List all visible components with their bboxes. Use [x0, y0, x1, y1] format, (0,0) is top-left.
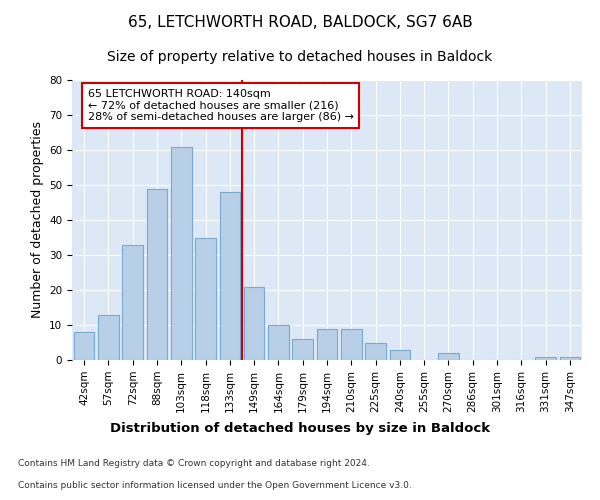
- Text: Distribution of detached houses by size in Baldock: Distribution of detached houses by size …: [110, 422, 490, 435]
- Bar: [195, 238, 216, 360]
- Text: Size of property relative to detached houses in Baldock: Size of property relative to detached ho…: [107, 50, 493, 64]
- Text: 65 LETCHWORTH ROAD: 140sqm
← 72% of detached houses are smaller (216)
28% of sem: 65 LETCHWORTH ROAD: 140sqm ← 72% of deta…: [88, 89, 354, 122]
- Text: Contains public sector information licensed under the Open Government Licence v3: Contains public sector information licen…: [18, 481, 412, 490]
- Bar: [365, 342, 386, 360]
- Bar: [535, 356, 556, 360]
- Text: Contains HM Land Registry data © Crown copyright and database right 2024.: Contains HM Land Registry data © Crown c…: [18, 458, 370, 468]
- Bar: [317, 328, 337, 360]
- Y-axis label: Number of detached properties: Number of detached properties: [31, 122, 44, 318]
- Text: 65, LETCHWORTH ROAD, BALDOCK, SG7 6AB: 65, LETCHWORTH ROAD, BALDOCK, SG7 6AB: [128, 15, 472, 30]
- Bar: [341, 328, 362, 360]
- Bar: [389, 350, 410, 360]
- Bar: [98, 314, 119, 360]
- Bar: [146, 188, 167, 360]
- Bar: [268, 325, 289, 360]
- Bar: [292, 339, 313, 360]
- Bar: [244, 286, 265, 360]
- Bar: [74, 332, 94, 360]
- Bar: [122, 244, 143, 360]
- Bar: [438, 353, 459, 360]
- Bar: [560, 356, 580, 360]
- Bar: [220, 192, 240, 360]
- Bar: [171, 146, 191, 360]
